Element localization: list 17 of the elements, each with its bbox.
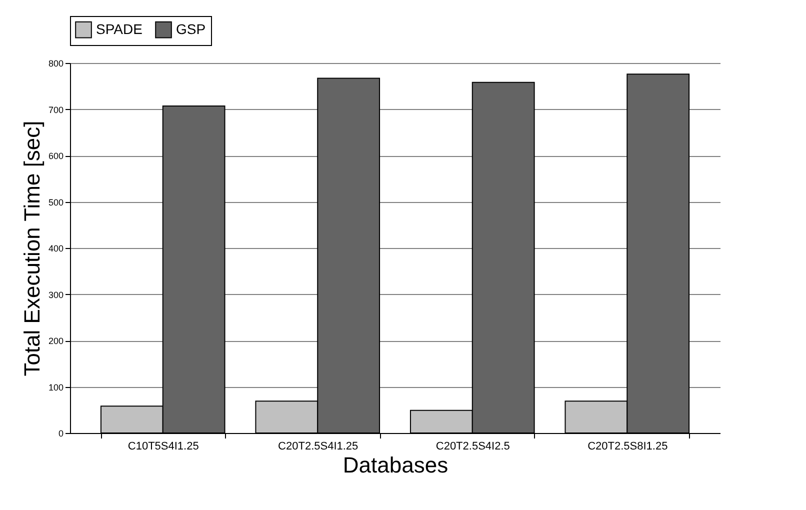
x-axis-title: Databases [342,452,448,478]
y-tick-label: 100 [48,382,64,392]
y-tick-label: 400 [48,244,64,254]
legend-label: SPADE [96,20,142,37]
x-tick-label: C20T2.5S4I2.5 [436,440,510,452]
y-tick-label: 500 [48,197,64,208]
x-tick-label: C20T2.5S4I1.25 [278,440,358,452]
y-tick-label: 300 [48,290,64,300]
y-tick-label: 200 [48,336,64,346]
y-tick-label: 0 [58,428,64,438]
y-tick-label: 600 [48,151,64,161]
y-axis-title: Total Execution Time [sec] [19,120,44,376]
y-tick-label: 800 [48,58,64,68]
x-tick-label: C10T5S4I1.25 [128,440,199,452]
legend-label: GSP [176,20,206,37]
y-tick-label: 700 [48,104,64,115]
x-tick-label: C20T2.5S8I1.25 [588,440,668,452]
